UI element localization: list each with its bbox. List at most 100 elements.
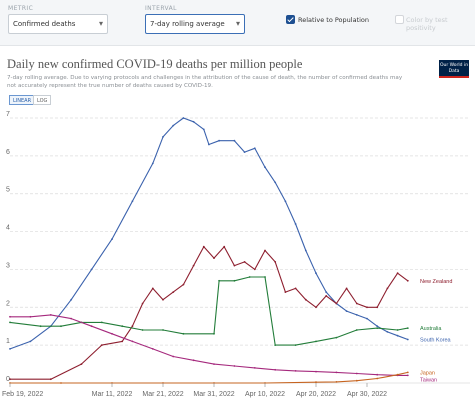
- data-point: [202, 245, 205, 248]
- data-point: [182, 283, 185, 286]
- data-point: [406, 371, 409, 374]
- data-point: [355, 379, 358, 382]
- y-tick-label: 3: [6, 262, 10, 269]
- x-tick-label: Mar 21, 2022: [142, 391, 183, 398]
- owid-logo[interactable]: Our World in Data: [439, 60, 469, 78]
- data-point: [396, 334, 399, 337]
- data-point: [376, 327, 379, 329]
- y-tick-label: 0: [6, 376, 10, 383]
- data-point: [121, 325, 124, 328]
- data-point: [325, 295, 328, 297]
- data-point: [274, 344, 277, 346]
- data-point: [202, 128, 205, 131]
- data-point: [264, 276, 266, 278]
- data-point: [131, 325, 134, 328]
- data-point: [376, 325, 379, 328]
- data-point: [355, 329, 358, 331]
- data-point: [335, 336, 338, 339]
- data-point: [9, 321, 11, 324]
- series-labels: New Zealand Australia South Korea JapanTaiw…: [420, 279, 452, 384]
- data-point: [396, 272, 399, 275]
- data-point: [253, 268, 256, 271]
- data-point: [60, 382, 62, 384]
- interval-select[interactable]: 7-day rolling average ▾: [145, 14, 245, 34]
- series-line: [10, 371, 408, 384]
- data-point: [325, 291, 328, 293]
- scale-log-button[interactable]: LOG: [33, 95, 52, 105]
- data-point: [376, 306, 379, 309]
- data-point: [233, 139, 236, 142]
- data-point: [141, 329, 144, 331]
- y-tick-label: 5: [6, 187, 10, 194]
- x-tick-label: Apr 20, 2022: [296, 391, 336, 398]
- series-line: [10, 314, 408, 376]
- x-tick-label: Apr 30, 2022: [347, 391, 387, 398]
- data-point: [60, 325, 62, 328]
- scale-linear-button[interactable]: LINEAR: [9, 95, 36, 105]
- data-point: [315, 381, 317, 384]
- data-point: [151, 348, 154, 350]
- data-point: [172, 124, 175, 127]
- data-point: [406, 374, 409, 377]
- data-point: [335, 302, 338, 305]
- line-chart: New Zealand Australia South Korea JapanTaiw…: [2, 111, 470, 398]
- data-point: [218, 279, 221, 282]
- data-point: [243, 151, 246, 153]
- data-point: [396, 329, 399, 331]
- interval-select-value: 7-day rolling average: [150, 20, 225, 28]
- data-point: [294, 223, 297, 225]
- series-end-label: New Zealand: [420, 279, 452, 285]
- relative-to-population-checkbox[interactable]: [286, 15, 295, 24]
- data-point: [274, 181, 277, 184]
- data-point: [213, 257, 215, 259]
- y-tick-label: 1: [6, 338, 10, 345]
- data-point: [9, 378, 11, 381]
- data-point: [9, 315, 11, 318]
- test-positivity-label: Color by test positivity: [406, 16, 448, 32]
- data-point: [213, 363, 215, 365]
- data-point: [274, 368, 277, 371]
- data-point: [253, 147, 256, 150]
- data-point: [172, 355, 175, 358]
- series-end-label: Australia: [420, 326, 442, 332]
- data-point: [243, 261, 246, 263]
- metric-label: METRIC: [8, 5, 34, 12]
- y-tick-label: 6: [6, 149, 10, 156]
- data-point: [29, 340, 32, 343]
- data-point: [264, 249, 266, 252]
- data-point: [90, 268, 93, 271]
- x-tick-label: Apr 10, 2022: [245, 391, 285, 398]
- series-end-label: Taiwan: [420, 377, 437, 383]
- data-point: [233, 279, 236, 282]
- data-point: [80, 363, 83, 365]
- data-point: [208, 143, 210, 146]
- data-point: [100, 344, 103, 346]
- data-point: [192, 359, 195, 362]
- x-tick-label: Mar 31, 2022: [193, 391, 234, 398]
- data-point: [406, 327, 409, 329]
- test-positivity-checkbox[interactable]: [395, 15, 404, 24]
- data-point: [406, 279, 409, 282]
- data-point: [294, 287, 297, 290]
- y-tick-label: 7: [6, 111, 10, 118]
- y-tick-label: 2: [6, 300, 10, 307]
- data-point: [233, 365, 236, 367]
- metric-select[interactable]: Confirmed deaths ▾: [8, 14, 108, 34]
- data-point: [366, 317, 368, 320]
- data-point: [49, 314, 52, 316]
- data-point: [223, 245, 226, 248]
- data-point: [121, 340, 124, 343]
- data-point: [304, 298, 307, 301]
- data-point: [406, 338, 409, 341]
- data-point: [355, 302, 358, 305]
- data-point: [213, 332, 215, 335]
- data-point: [111, 238, 113, 241]
- data-point: [386, 287, 389, 290]
- y-tick-label: 4: [6, 225, 10, 232]
- data-point: [253, 367, 256, 369]
- data-point: [218, 139, 221, 142]
- data-point: [355, 314, 358, 316]
- data-point: [162, 329, 164, 331]
- chevron-down-icon: ▾: [235, 19, 240, 28]
- data-point: [274, 261, 277, 263]
